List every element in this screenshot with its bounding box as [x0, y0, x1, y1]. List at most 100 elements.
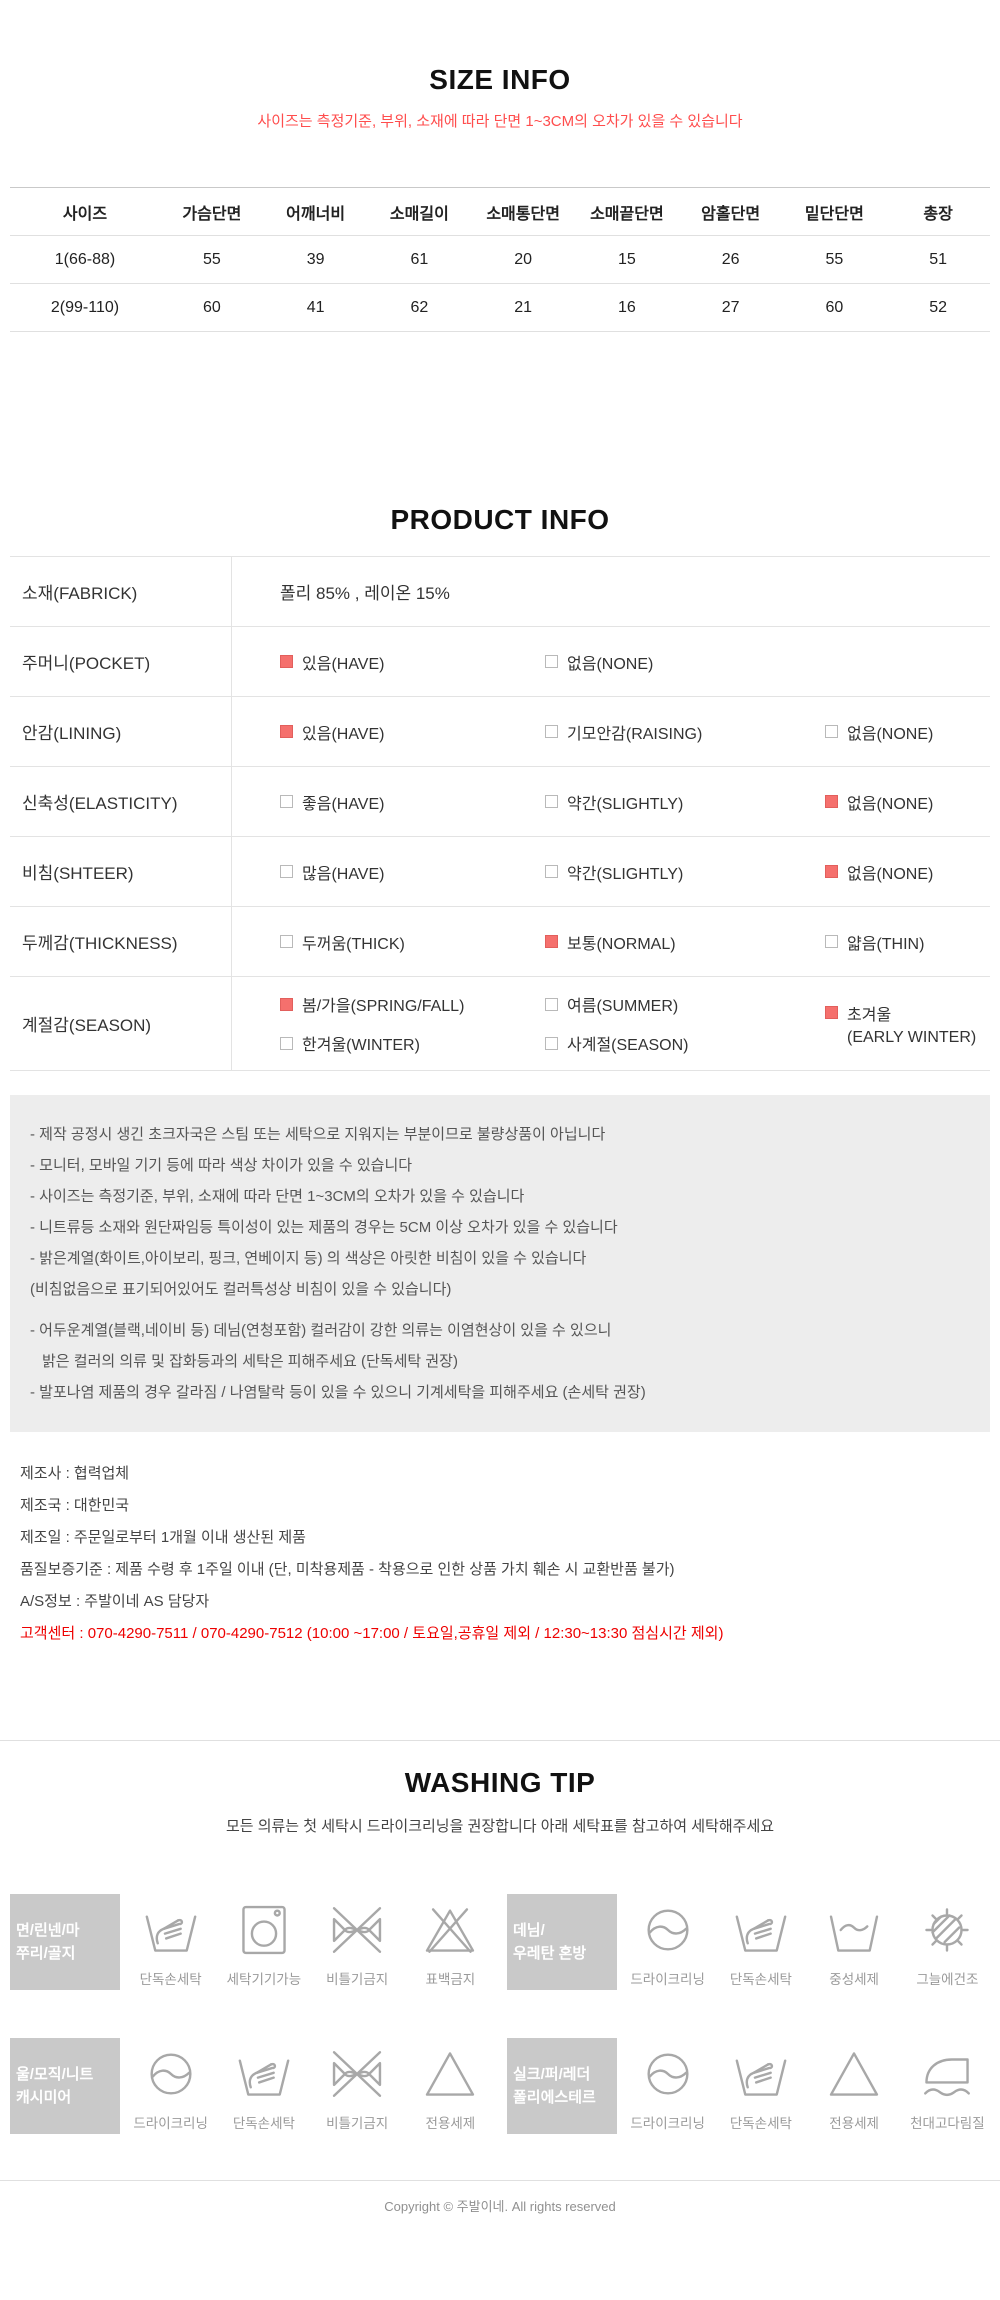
size-cell: 21: [471, 283, 575, 332]
option-label: 없음(NONE): [847, 865, 934, 883]
handwash-icon: [142, 1901, 200, 1959]
product-info-title: PRODUCT INFO: [390, 504, 610, 535]
wash-item: 중성세제: [812, 1894, 897, 1990]
notice-line: - 니트류등 소재와 원단짜임등 특이성이 있는 제품의 경우는 5CM 이상 …: [30, 1219, 618, 1236]
size-cell: 39: [263, 235, 368, 284]
checkbox-icon: [825, 795, 838, 808]
footer: Copyright © 주발이네. All rights reserved: [0, 2180, 1000, 2230]
wash-caption: 단독손세탁: [232, 2116, 295, 2131]
sheer-option: 많음(HAVE): [280, 860, 545, 884]
size-cell: 60: [782, 283, 887, 332]
washing-tip-subtitle: 모든 의류는 첫 세탁시 드라이크리닝을 권장합니다 아래 세탁표를 참고하여 …: [225, 1818, 775, 1835]
manufacturer-line: A/S정보 : 주발이네 AS 담당자: [20, 1593, 210, 1610]
checkbox-icon: [545, 655, 558, 668]
season-label: 계절감(SEASON): [10, 977, 232, 1070]
notice-line: - 발포나염 제품의 경우 갈라짐 / 나염탈락 등이 있을 수 있으니 기계세…: [30, 1384, 646, 1401]
season-row: 계절감(SEASON) 봄/가을(SPRING/FALL) 한겨울(WINTER…: [10, 977, 990, 1071]
wash-item: 드라이크리닝: [128, 2038, 213, 2134]
season-option: 사계절(SEASON): [545, 1031, 825, 1055]
checkbox-icon: [825, 865, 838, 878]
copyright-text: Copyright © 주발이네. All rights reserved: [384, 2199, 616, 2214]
wash-item: 드라이크리닝: [625, 1894, 710, 1990]
season-option: 초겨울: [825, 1001, 976, 1025]
washing-tip-section: WASHING TIP 모든 의류는 첫 세탁시 드라이크리닝을 권장합니다 아…: [0, 1740, 1000, 2134]
wash-label-line: 면/린넨/마: [16, 1921, 80, 1939]
handwash-icon: [732, 1901, 790, 1959]
elasticity-label: 신축성(ELASTICITY): [10, 767, 232, 836]
size-info-title: SIZE INFO: [429, 64, 571, 95]
wash-group-wool: 울/모직/니트 캐시미어 드라이크리닝 단독손세탁 비틀기금지: [10, 2038, 493, 2134]
wash-caption: 드라이크리닝: [133, 2116, 208, 2131]
size-col-header: 소매통단면: [471, 187, 575, 236]
fabric-value: 폴리 85% , 레이온 15%: [280, 584, 450, 603]
size-table: 사이즈 가슴단면 어깨너비 소매길이 소매통단면 소매끝단면 암홀단면 밑단단면…: [10, 187, 990, 332]
wash-label-line: 우레탄 혼방: [513, 1944, 587, 1962]
option-label: 없음(NONE): [847, 795, 934, 813]
wash-caption: 중성세제: [829, 1972, 879, 1987]
pocket-label: 주머니(POCKET): [10, 627, 232, 696]
checkbox-icon: [545, 725, 558, 738]
size-col-header: 밑단단면: [782, 187, 887, 236]
thickness-option: 두꺼움(THICK): [280, 930, 545, 954]
wash-item: 단독손세탁: [128, 1894, 213, 1990]
size-cell: 2(99-110): [10, 283, 160, 332]
lining-label: 안감(LINING): [10, 697, 232, 766]
wash-item: 그늘에건조: [905, 1894, 990, 1990]
thickness-option: 얇음(THIN): [825, 930, 924, 954]
wash-item: 비틀기금지: [315, 1894, 400, 1990]
season-option: 봄/가을(SPRING/FALL): [280, 992, 545, 1016]
special-detergent-icon: [421, 2045, 479, 2103]
size-info-subtitle: 사이즈는 측정기준, 부위, 소재에 따라 단면 1~3CM의 오차가 있을 수…: [257, 113, 743, 130]
wash-item: 비틀기금지: [315, 2038, 400, 2134]
notice-line: (비침없음으로 표기되어있어도 컬러특성상 비침이 있을 수 있습니다): [30, 1281, 452, 1298]
product-detail-page: SIZE INFO 사이즈는 측정기준, 부위, 소재에 따라 단면 1~3CM…: [0, 64, 1000, 2230]
lining-option: 있음(HAVE): [280, 720, 545, 744]
wash-label-line: 쭈리/골지: [16, 1944, 76, 1962]
checkbox-icon: [280, 865, 293, 878]
wash-item: 단독손세탁: [718, 2038, 803, 2134]
wash-caption: 단독손세탁: [729, 2116, 792, 2131]
notice-line: - 제작 공정시 생긴 초크자국은 스팀 또는 세탁으로 지워지는 부분이므로 …: [30, 1126, 606, 1143]
wash-group-denim: 데님/ 우레탄 혼방 드라이크리닝 단독손세탁 중성세제: [507, 1894, 990, 1990]
wash-item: 전용세제: [408, 2038, 493, 2134]
lining-row: 안감(LINING) 있음(HAVE) 기모안감(RAISING) 없음(NON…: [10, 697, 990, 767]
size-cell: 20: [471, 235, 575, 284]
option-label: 한겨울(WINTER): [302, 1037, 420, 1054]
fabric-label: 소재(FABRICK): [10, 557, 232, 626]
wash-item: 드라이크리닝: [625, 2038, 710, 2134]
checkbox-icon: [825, 1006, 838, 1019]
size-table-row: 2(99-110) 60 41 62 21 16 27 60 52: [10, 283, 990, 332]
wash-item: 표백금지: [408, 1894, 493, 1990]
wash-item: 단독손세탁: [718, 1894, 803, 1990]
manufacturer-line: 품질보증기준 : 제품 수령 후 1주일 이내 (단, 미착용제품 - 착용으로…: [20, 1561, 675, 1578]
size-cell: 41: [263, 283, 368, 332]
wash-group-silk: 실크/퍼/레더 폴리에스테르 드라이크리닝 단독손세탁 전용세제: [507, 2038, 990, 2134]
option-label: 사계절(SEASON): [567, 1037, 689, 1054]
checkbox-icon: [280, 725, 293, 738]
fabric-row: 소재(FABRICK) 폴리 85% , 레이온 15%: [10, 557, 990, 627]
elasticity-row: 신축성(ELASTICITY) 좋음(HAVE) 약간(SLIGHTLY) 없음…: [10, 767, 990, 837]
option-label: 봄/가을(SPRING/FALL): [302, 998, 465, 1015]
thickness-option: 보통(NORMAL): [545, 930, 825, 954]
notice-line: 밝은 컬러의 의류 및 잡화등과의 세탁은 피해주세요 (단독세탁 권장): [42, 1353, 458, 1370]
option-label: 두꺼움(THICK): [302, 935, 405, 953]
size-col-header: 가슴단면: [160, 187, 264, 236]
size-col-header: 암홀단면: [678, 187, 783, 236]
option-label: 많음(HAVE): [302, 865, 385, 883]
option-label: 얇음(THIN): [847, 935, 925, 953]
wash-item: 전용세제: [812, 2038, 897, 2134]
neutral-detergent-icon: [825, 1901, 883, 1959]
washing-tip-title: WASHING TIP: [404, 1767, 596, 1798]
option-label: 초겨울: [847, 1006, 892, 1024]
notice-line: - 어두운계열(블랙,네이비 등) 데님(연청포함) 컬러감이 강한 의류는 이…: [30, 1322, 612, 1339]
manufacturer-line: 제조사 : 협력업체: [20, 1465, 130, 1482]
checkbox-icon: [545, 1036, 558, 1050]
elasticity-option: 좋음(HAVE): [280, 790, 545, 814]
season-col: 초겨울 (EARLY WINTER): [825, 1001, 976, 1047]
checkbox-icon: [825, 725, 838, 738]
size-table-row: 1(66-88) 55 39 61 20 15 26 55 51: [10, 235, 990, 284]
wash-label-line: 캐시미어: [16, 2088, 72, 2106]
size-cell: 15: [575, 235, 679, 284]
wash-caption: 세탁기기가능: [226, 1972, 302, 1987]
no-bleach-icon: [421, 1901, 479, 1959]
